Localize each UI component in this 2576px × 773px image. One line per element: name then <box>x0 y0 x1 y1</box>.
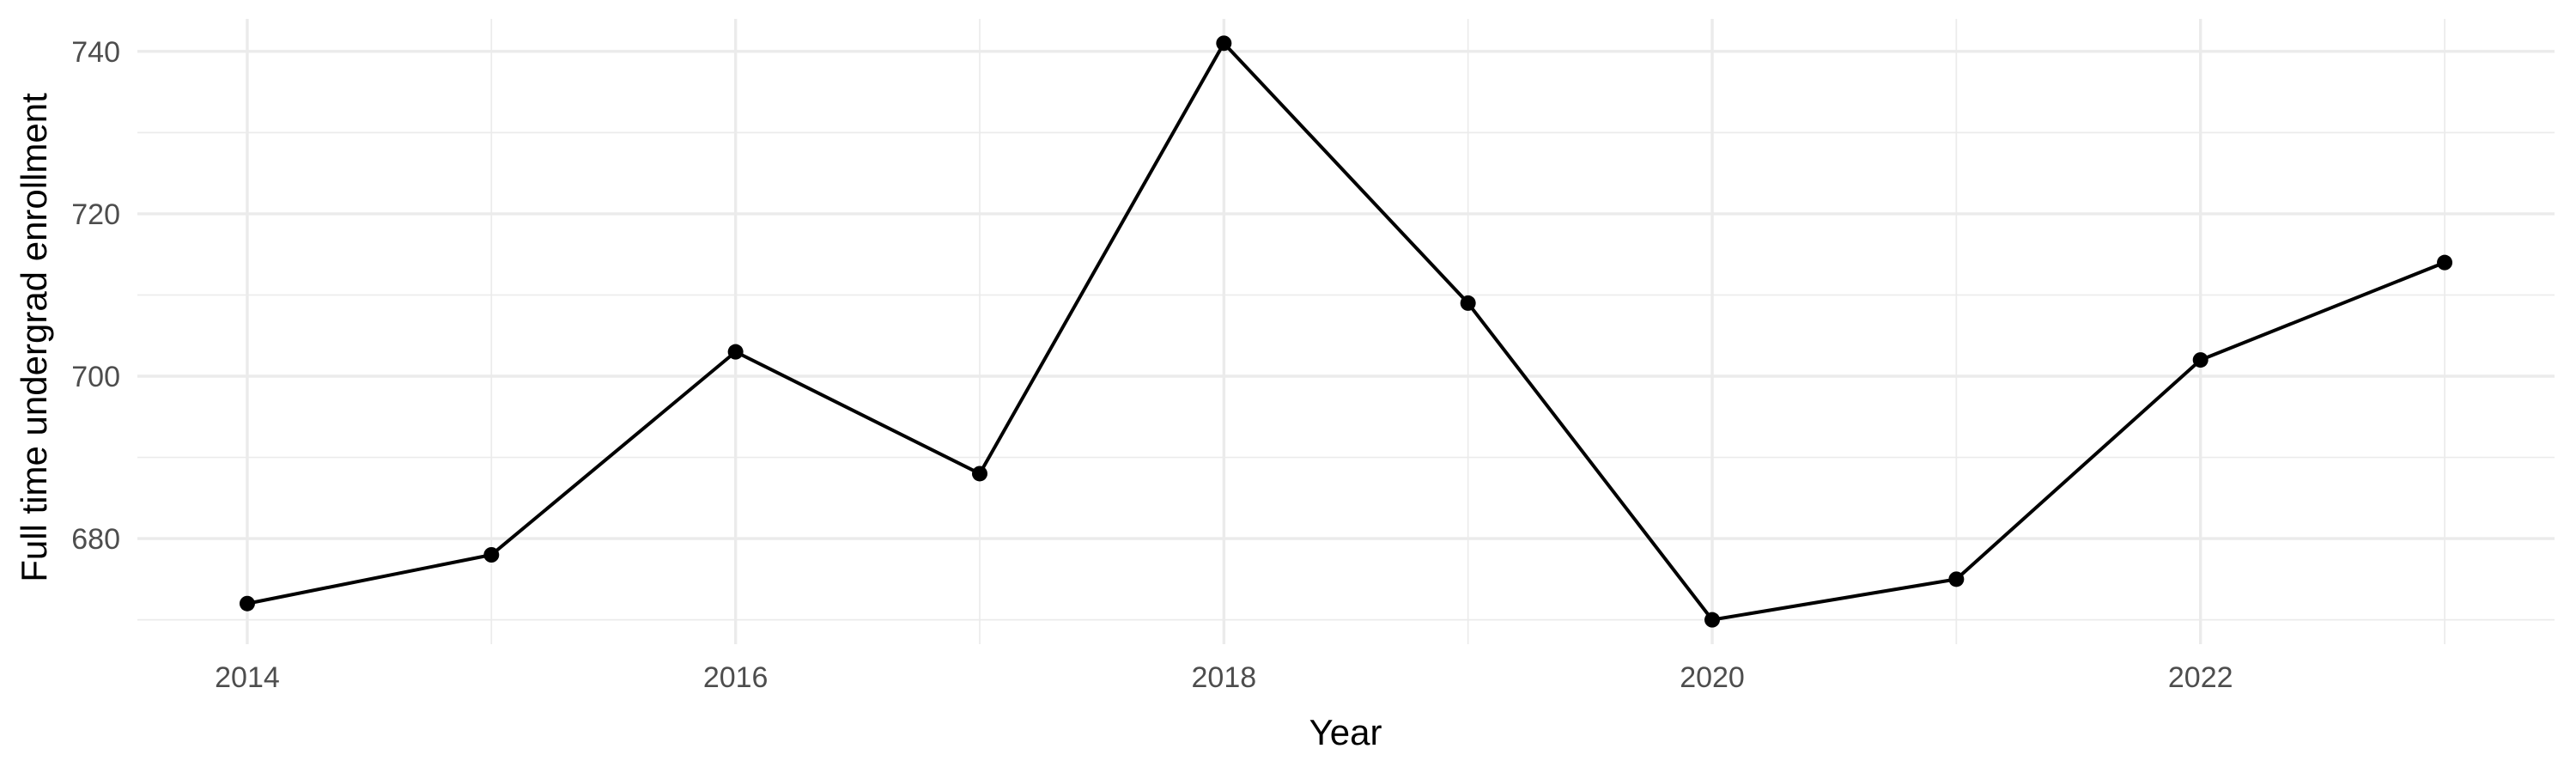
major-gridlines <box>137 19 2555 644</box>
data-point <box>1948 571 1965 587</box>
minor-gridlines <box>137 19 2555 644</box>
data-point <box>727 344 744 360</box>
data-point <box>1216 35 1232 52</box>
y-axis-tick-labels: 680 700 720 740 <box>71 36 120 556</box>
x-axis-tick-labels: 2014 2016 2018 2020 2022 <box>215 661 2233 694</box>
x-tick-label: 2018 <box>1192 661 1257 694</box>
x-tick-label: 2014 <box>215 661 280 694</box>
data-point <box>239 595 255 612</box>
x-tick-label: 2020 <box>1680 661 1745 694</box>
data-point <box>2192 352 2208 368</box>
x-tick-label: 2022 <box>2168 661 2233 694</box>
y-tick-label: 700 <box>71 361 120 393</box>
data-series <box>245 41 2447 622</box>
y-tick-label: 740 <box>71 36 120 69</box>
x-axis-title: Year <box>1309 712 1382 752</box>
y-tick-label: 680 <box>71 523 120 556</box>
y-axis-title: Full time undergrad enrollment <box>14 93 54 582</box>
data-point <box>1460 295 1476 311</box>
x-tick-label: 2016 <box>703 661 769 694</box>
data-point <box>971 466 987 482</box>
series-line <box>245 41 2447 622</box>
data-point <box>483 547 500 563</box>
data-point <box>1704 612 1721 628</box>
data-point <box>2437 254 2453 271</box>
y-tick-label: 720 <box>71 198 120 231</box>
data-points <box>239 35 2453 628</box>
